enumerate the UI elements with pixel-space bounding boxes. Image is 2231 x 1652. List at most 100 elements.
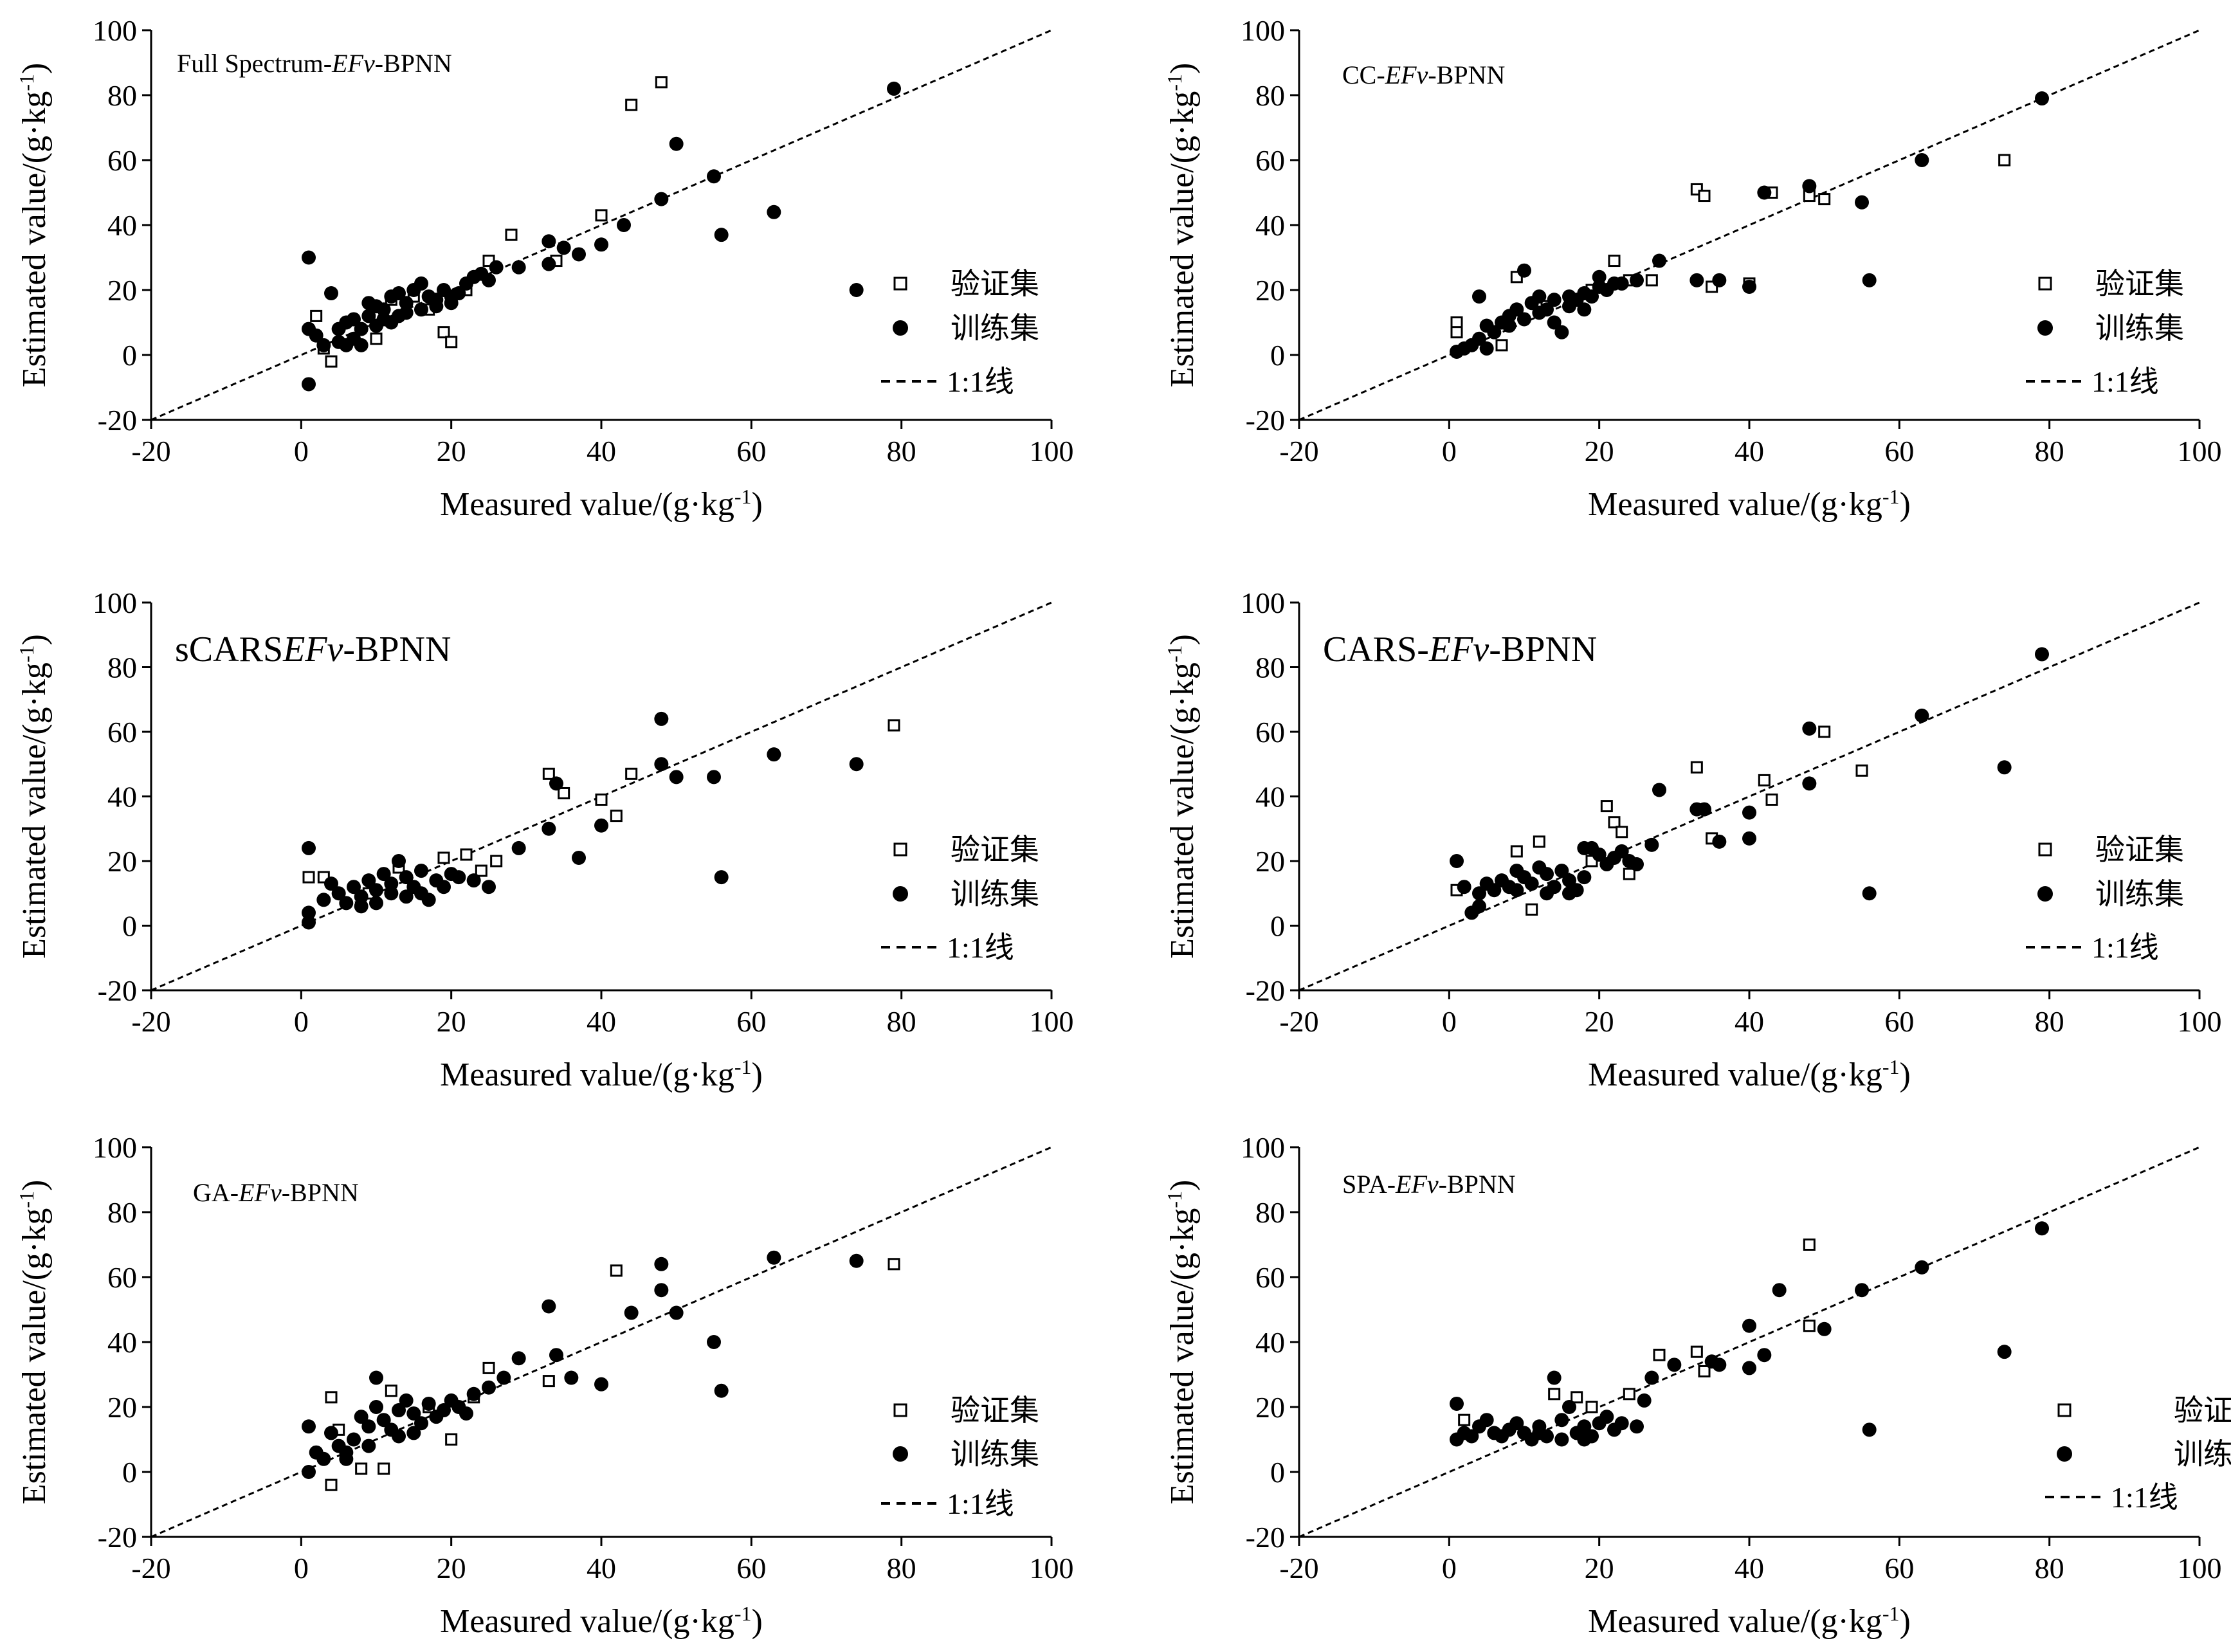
training-point bbox=[654, 711, 669, 726]
training-point bbox=[714, 1383, 729, 1398]
legend-training-marker bbox=[893, 320, 908, 336]
training-point bbox=[1509, 1416, 1524, 1431]
training-point bbox=[1532, 289, 1547, 304]
x-tick-label: 20 bbox=[437, 1552, 466, 1584]
x-tick-label: 0 bbox=[1442, 435, 1457, 467]
training-point bbox=[1585, 289, 1599, 304]
x-tick-label: 60 bbox=[736, 1552, 766, 1584]
training-point bbox=[316, 893, 331, 907]
training-point bbox=[1704, 1354, 1719, 1369]
validation-point bbox=[460, 848, 473, 861]
training-point bbox=[1742, 831, 1756, 846]
validation-point bbox=[1803, 1320, 1816, 1332]
y-tick-label: 100 bbox=[93, 1131, 137, 1164]
training-point bbox=[1562, 1400, 1576, 1414]
validation-point bbox=[655, 76, 668, 89]
training-point bbox=[1509, 883, 1524, 898]
training-point bbox=[361, 1419, 376, 1434]
training-point bbox=[1802, 179, 1817, 194]
training-point bbox=[354, 322, 369, 336]
training-point bbox=[302, 1419, 316, 1434]
validation-point bbox=[482, 1361, 495, 1374]
y-axis-title: Estimated value/(g·kg-1) bbox=[1163, 1180, 1201, 1505]
training-point bbox=[542, 1299, 556, 1314]
x-axis-title: Measured value/(g·kg-1) bbox=[1588, 1055, 1911, 1093]
training-point bbox=[669, 136, 684, 151]
training-point bbox=[1742, 1318, 1756, 1333]
validation-point bbox=[542, 767, 555, 780]
training-point bbox=[466, 1386, 481, 1401]
panel-5: -20 0 20 40 60 80 100 -20 0 20 40 60 80 100 Measured v… bbox=[15, 1131, 1074, 1640]
training-point bbox=[437, 1403, 451, 1418]
training-point bbox=[1667, 1357, 1682, 1372]
validation-point bbox=[1765, 794, 1778, 806]
training-point bbox=[624, 1305, 639, 1320]
panel-title: CARS-EFv-BPNN bbox=[1323, 630, 1597, 669]
validation-point bbox=[1608, 816, 1621, 829]
validation-point bbox=[595, 794, 608, 806]
training-point bbox=[1554, 864, 1569, 878]
training-series bbox=[1450, 1221, 2049, 1447]
x-tick-label: 80 bbox=[887, 435, 916, 467]
legend-validation-label: 验证集 bbox=[2095, 268, 2184, 300]
y-tick-label: 40 bbox=[1255, 209, 1285, 242]
x-tick-label: 40 bbox=[587, 435, 616, 467]
panel-title: GA-EFv-BPNN bbox=[193, 1178, 359, 1207]
y-tick-label: 80 bbox=[1255, 1196, 1285, 1229]
y-tick-label: 0 bbox=[1270, 1456, 1285, 1489]
training-point bbox=[714, 228, 729, 242]
y-tick-label: -20 bbox=[1246, 1521, 1285, 1554]
training-point bbox=[1479, 341, 1494, 356]
training-point bbox=[1457, 880, 1471, 894]
x-tick-label: 60 bbox=[1884, 1552, 1914, 1584]
training-point bbox=[1862, 1422, 1877, 1437]
x-tick-label: 80 bbox=[2035, 435, 2064, 467]
training-point bbox=[654, 1257, 669, 1271]
validation-series bbox=[1450, 154, 2011, 352]
training-point bbox=[369, 883, 383, 898]
training-point bbox=[324, 876, 338, 891]
x-tick-label: 40 bbox=[587, 1005, 616, 1038]
training-point bbox=[1742, 1361, 1756, 1375]
validation-point bbox=[325, 1391, 338, 1404]
training-point bbox=[1532, 305, 1547, 320]
x-axis-title: Measured value/(g·kg-1) bbox=[1588, 485, 1911, 523]
legend-validation-marker bbox=[893, 277, 907, 291]
x-tick-label: 0 bbox=[294, 1552, 309, 1584]
legend-validation-marker bbox=[2038, 277, 2052, 291]
validation-point bbox=[475, 864, 487, 877]
validation-point bbox=[1818, 725, 1831, 738]
validation-point bbox=[1818, 193, 1831, 206]
y-tick-label: -20 bbox=[98, 1521, 137, 1554]
training-point bbox=[849, 1253, 864, 1268]
training-point bbox=[1997, 760, 2012, 775]
training-point bbox=[1712, 273, 1727, 287]
training-point bbox=[302, 377, 316, 392]
training-point bbox=[1915, 153, 1929, 167]
training-point bbox=[669, 770, 684, 785]
training-point bbox=[354, 899, 369, 914]
training-point bbox=[1532, 1426, 1547, 1440]
x-tick-label: 20 bbox=[437, 1005, 466, 1038]
training-point bbox=[1472, 331, 1486, 346]
training-point bbox=[1637, 1393, 1652, 1408]
validation-point bbox=[1533, 835, 1545, 848]
x-tick-label: 80 bbox=[887, 1005, 916, 1038]
y-axis-title: Estimated value/(g·kg-1) bbox=[1163, 63, 1201, 388]
training-point bbox=[331, 322, 346, 336]
training-point bbox=[542, 257, 556, 271]
x-tick-label: 80 bbox=[2035, 1552, 2064, 1584]
x-tick-label: 0 bbox=[1442, 1005, 1457, 1038]
x-tick-label: 40 bbox=[1735, 1552, 1764, 1584]
validation-point bbox=[445, 336, 458, 349]
validation-point bbox=[1645, 274, 1658, 287]
y-tick-label: 100 bbox=[93, 586, 137, 619]
training-point bbox=[1547, 293, 1562, 307]
x-tick-label: 100 bbox=[1030, 1552, 1074, 1584]
validation-point bbox=[437, 326, 450, 339]
legend-training-label: 训练集 bbox=[951, 1438, 1039, 1471]
training-point bbox=[542, 821, 556, 836]
training-point bbox=[339, 338, 354, 352]
validation-point bbox=[1525, 903, 1538, 916]
